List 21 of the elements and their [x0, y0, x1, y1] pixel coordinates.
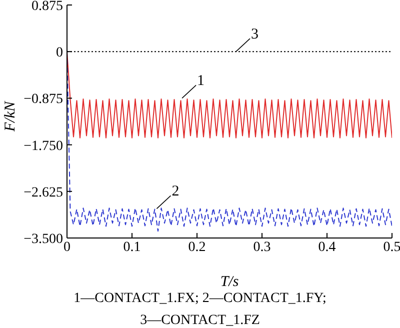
y-tick-label: 0.875	[32, 0, 63, 14]
y-tick-label: −0.875	[24, 92, 63, 108]
x-axis-title: T/s	[220, 274, 239, 290]
annotation: 1	[197, 73, 205, 90]
callout: 3	[236, 26, 258, 52]
annotation: 2	[172, 184, 180, 200]
x-tick-label: 0.1	[123, 240, 141, 255]
callout: 2	[156, 184, 180, 210]
y-tick-label: −1.750	[24, 138, 63, 154]
callout: 1	[182, 73, 205, 99]
x-tick-label: 0.2	[188, 240, 206, 255]
y-axis-title: F/kN	[2, 100, 18, 132]
x-tick-label: 0.4	[318, 240, 336, 255]
y-tick-label: 0	[56, 46, 63, 61]
x-tick-label: 0.5	[383, 240, 400, 255]
text: 1—CONTACT_1.FX; 2—CONTACT_1.FY;	[74, 291, 326, 306]
x-tick-label: 0.3	[253, 240, 271, 255]
y-tick-label: −3.500	[24, 232, 63, 247]
annotation: 3	[251, 26, 258, 43]
text: 3—CONTACT_1.FZ	[139, 312, 261, 328]
y-tick-label: −2.625	[24, 185, 63, 200]
